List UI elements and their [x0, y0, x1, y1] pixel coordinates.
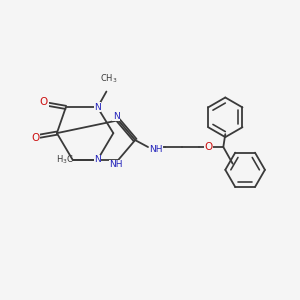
Text: O: O	[204, 142, 213, 152]
Text: N: N	[94, 103, 101, 112]
Text: O: O	[31, 133, 39, 143]
Text: O: O	[40, 98, 48, 107]
Text: NH: NH	[149, 145, 163, 154]
Text: CH$_3$: CH$_3$	[100, 72, 118, 85]
Text: H$_3$C: H$_3$C	[56, 154, 74, 166]
Text: NH: NH	[110, 160, 123, 169]
Text: N: N	[94, 155, 101, 164]
Text: N: N	[113, 112, 120, 121]
